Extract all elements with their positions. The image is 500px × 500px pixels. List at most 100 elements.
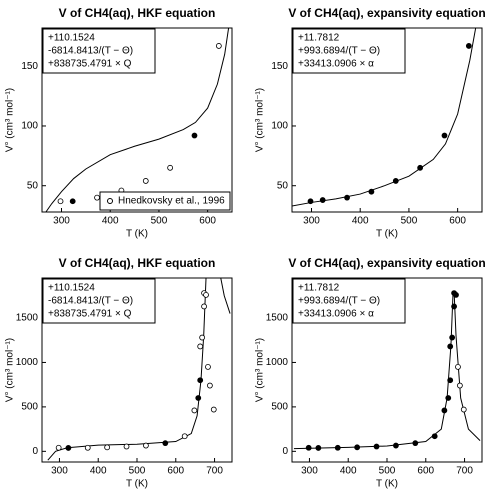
data-point — [199, 334, 206, 341]
x-tick-label: 500 — [379, 466, 396, 477]
y-axis-label: V° (cm³ mol⁻¹) — [255, 338, 266, 402]
fit-curve — [45, 28, 230, 212]
y-tick-label: 150 — [21, 61, 38, 72]
chart-title: V of CH4(aq), HKF equation — [59, 256, 216, 270]
y-tick-label: 0 — [32, 446, 38, 457]
fit-curve — [47, 278, 231, 461]
data-point — [143, 442, 149, 449]
annotation-line: -6814.8413/(T − Θ) — [48, 46, 133, 57]
data-point — [201, 303, 207, 310]
legend-marker — [107, 198, 113, 204]
data-point — [206, 382, 213, 389]
x-tick-label: 300 — [303, 216, 320, 227]
panel: V of CH4(aq), expansivity equation 300 400… — [255, 6, 486, 239]
x-tick-label: 300 — [51, 466, 68, 477]
y-tick-label: 1000 — [266, 357, 289, 368]
data-point — [69, 198, 76, 205]
x-axis-label: T (K) — [376, 479, 398, 490]
data-point — [57, 198, 64, 205]
panel: V of CH4(aq), expansivity equation 300 400… — [255, 256, 486, 489]
data-point — [451, 303, 457, 310]
data-point — [215, 43, 222, 49]
data-point — [65, 445, 72, 451]
y-tick-label: 1500 — [266, 313, 289, 324]
x-tick-label: 300 — [53, 216, 70, 227]
annotation-box — [42, 28, 156, 74]
data-point — [315, 445, 322, 451]
data-point — [354, 444, 361, 451]
panel: V of CH4(aq), HKF equation 300 400 500 600 50… — [5, 6, 233, 240]
annotation-box — [42, 278, 156, 324]
chart-title: V of CH4(aq), expansivity equation — [288, 256, 485, 270]
x-tick-label: 600 — [167, 466, 184, 477]
y-tick-label: 1000 — [16, 357, 39, 368]
x-tick-label: 400 — [102, 216, 119, 227]
data-point — [460, 406, 467, 413]
y-tick-label: 150 — [271, 61, 288, 72]
data-point — [441, 407, 448, 414]
data-point — [344, 194, 350, 201]
x-tick-label: 700 — [206, 466, 223, 477]
y-tick-label: 50 — [27, 180, 39, 191]
data-point — [392, 178, 399, 184]
data-point — [447, 343, 454, 350]
chart-title: V of CH4(aq), expansivity equation — [288, 6, 485, 20]
data-point — [307, 198, 314, 205]
x-tick-label: 300 — [301, 466, 318, 477]
data-point — [181, 433, 188, 440]
data-point — [197, 343, 204, 350]
x-tick-label: 400 — [90, 466, 107, 477]
annotation-line: +993.6894/(T − Θ) — [298, 46, 380, 57]
data-point — [431, 433, 438, 440]
annotation-line: +110.1524 — [48, 33, 95, 44]
annotation-box — [292, 28, 406, 74]
y-tick-label: 50 — [277, 180, 289, 191]
y-tick-label: 100 — [271, 121, 288, 132]
plot-frame — [41, 27, 233, 213]
y-axis-label: V° (cm³ mol⁻¹) — [5, 338, 16, 402]
plot-frame — [291, 27, 483, 213]
data-point — [441, 132, 448, 139]
data-point — [197, 377, 204, 384]
annotation-line: +33413.0906 × α — [298, 59, 374, 70]
data-point — [55, 444, 62, 451]
chart-title: V of CH4(aq), HKF equation — [59, 6, 216, 20]
y-tick-label: 500 — [271, 402, 288, 413]
y-tick-label: 0 — [282, 446, 288, 457]
legend-box — [99, 191, 231, 211]
legend-label: Hnedkovsky et al., 1996 — [118, 196, 225, 207]
data-point — [195, 395, 202, 401]
annotation-line: +11.7812 — [298, 283, 340, 294]
data-point — [84, 444, 91, 451]
data-point — [191, 407, 198, 414]
y-tick-label: 100 — [21, 121, 38, 132]
data-point — [449, 334, 456, 341]
x-tick-label: 500 — [151, 216, 168, 227]
data-point — [162, 440, 169, 447]
data-point — [465, 43, 472, 49]
y-tick-label: 500 — [21, 402, 38, 413]
x-axis-label: T (K) — [126, 229, 148, 240]
x-tick-label: 400 — [352, 216, 369, 227]
data-point — [412, 440, 419, 447]
x-tick-label: 500 — [401, 216, 418, 227]
data-point — [205, 363, 211, 370]
data-point — [393, 442, 399, 449]
data-point — [203, 291, 209, 298]
data-point — [319, 197, 326, 203]
data-point — [142, 178, 149, 184]
data-point — [447, 377, 454, 384]
annotation-line: +838735.4791 × Q — [48, 309, 132, 320]
x-tick-label: 500 — [129, 466, 146, 477]
data-point — [455, 363, 461, 370]
annotation-line: +993.6894/(T − Θ) — [298, 296, 380, 307]
data-point — [334, 444, 341, 451]
data-point — [368, 188, 375, 195]
x-tick-label: 600 — [417, 466, 434, 477]
annotation-line: +33413.0906 × α — [298, 309, 374, 320]
panel: V of CH4(aq), HKF equation 300 400 500 600 70… — [5, 256, 233, 490]
data-point — [445, 395, 452, 401]
x-axis-label: T (K) — [376, 229, 398, 240]
data-point — [104, 444, 111, 451]
data-point — [305, 444, 312, 451]
